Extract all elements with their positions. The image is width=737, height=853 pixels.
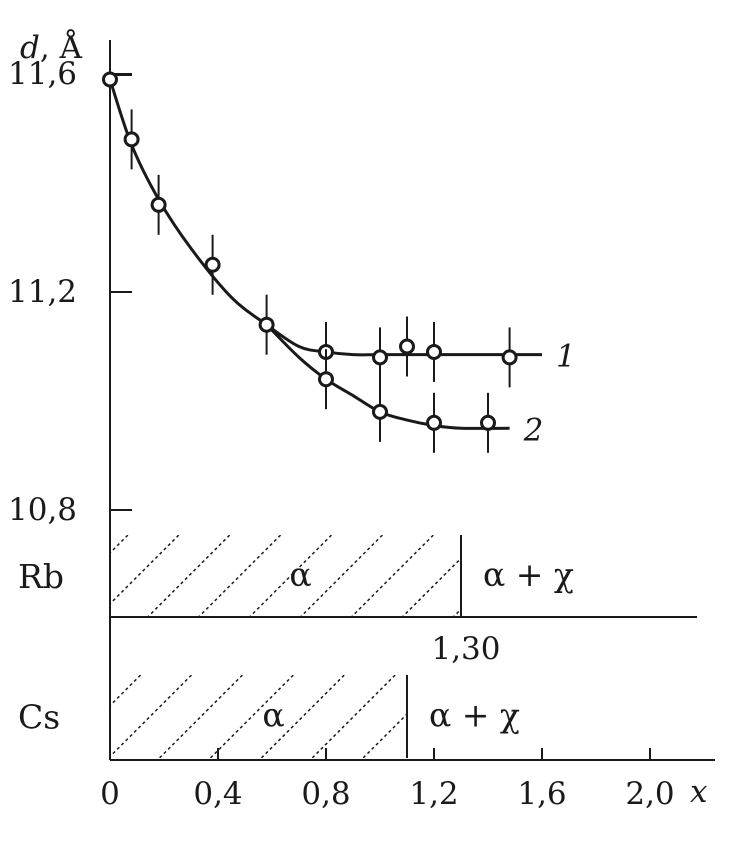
series-2-point: [426, 414, 442, 431]
series-1-point: [150, 196, 167, 213]
x-tick-label: 0,8: [301, 776, 350, 812]
axes: d, Å x: [20, 28, 715, 810]
boundary-value-label: 1,30: [431, 631, 500, 667]
two-phase-label: α + χ: [483, 555, 574, 594]
element-label-rb: Rb: [18, 557, 64, 596]
series-2-curve: [265, 323, 510, 430]
series-2-point: [480, 414, 496, 431]
series-2-point: [318, 371, 334, 388]
series-labels: 12: [523, 339, 576, 449]
x-tick-label: 0: [100, 776, 120, 812]
y-ticks: 10,8 11,2 11,6: [8, 56, 132, 528]
series-2-point: [372, 403, 388, 420]
series-1-point: [204, 256, 221, 273]
series-1-point: [426, 343, 442, 360]
phase-bars: Rb α α + χ 1,30 Cs α α + χ: [18, 535, 697, 758]
series-1-point: [258, 316, 275, 333]
y-axis-title-symbol: d: [20, 30, 40, 66]
data-points: [102, 49, 518, 453]
single-phase-region-rb: [110, 535, 461, 617]
y-tick-label: 11,2: [8, 274, 77, 310]
series-1-point: [123, 131, 140, 148]
single-phase-label: α: [289, 555, 311, 594]
single-phase-region-cs: [110, 675, 407, 758]
x-tick-label: 0,4: [193, 776, 242, 812]
x-tick-label: 1,6: [517, 776, 566, 812]
series-1-label: 1: [556, 339, 576, 375]
x-tick-label: 2,0: [625, 776, 674, 812]
y-tick-label: 11,6: [8, 56, 77, 92]
x-ticks: 0 0,4 0,8 1,2 1,6 2,0: [100, 748, 675, 812]
element-label-cs: Cs: [18, 698, 60, 737]
x-tick-label: 1,2: [409, 776, 458, 812]
series-1-point: [102, 71, 118, 88]
y-axis-title-unit: , Å: [40, 28, 83, 66]
series-1-point: [501, 349, 518, 366]
y-tick-label: 10,8: [8, 492, 77, 528]
single-phase-label: α: [262, 696, 284, 735]
x-axis-title: x: [690, 774, 708, 810]
series-2-label: 2: [523, 412, 544, 448]
series-1-curve: [108, 78, 542, 357]
y-axis-title: d, Å: [20, 28, 83, 66]
two-phase-label: α + χ: [429, 696, 520, 735]
series-1-point: [399, 338, 415, 355]
series-1-point: [372, 349, 388, 366]
